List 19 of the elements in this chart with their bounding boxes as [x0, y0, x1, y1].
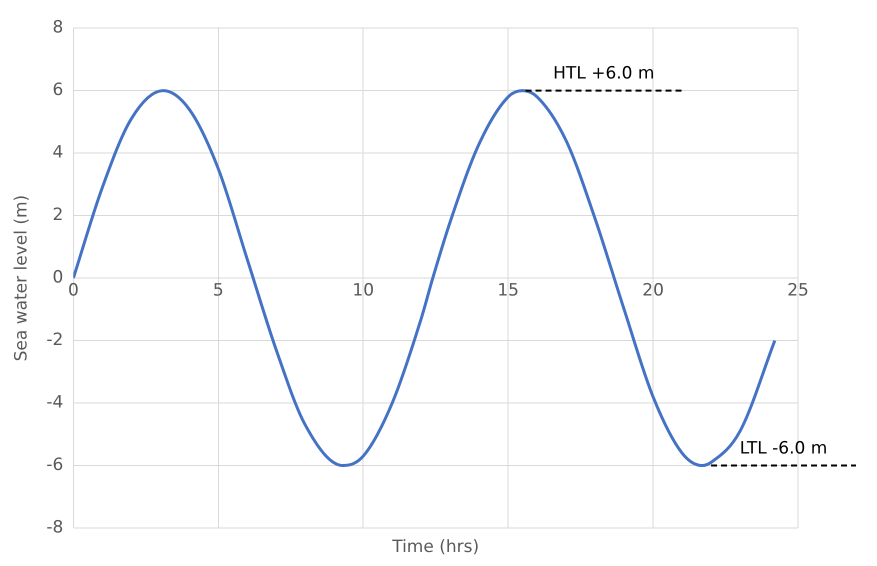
x-tick-label: 15 — [497, 280, 519, 301]
y-tick-label: -6 — [46, 454, 64, 475]
y-tick-label: 4 — [52, 142, 64, 163]
ref-line-label: HTL +6.0 m — [553, 64, 654, 84]
y-tick-label: 2 — [52, 205, 64, 226]
x-tick-label: 20 — [642, 280, 664, 301]
x-tick-label: 25 — [787, 280, 809, 301]
x-tick-label: 5 — [212, 280, 224, 301]
y-tick-label: -4 — [46, 392, 64, 412]
y-tick-label: 0 — [52, 268, 64, 288]
y-tick-label: 6 — [52, 80, 64, 100]
y-tick-label: 8 — [52, 18, 64, 38]
y-tick-label: -2 — [46, 330, 64, 350]
x-tick-label: 0 — [68, 280, 79, 301]
ref-line-label: LTL -6.0 m — [740, 438, 828, 458]
y-axis-title: Sea water level (m) — [12, 194, 32, 362]
x-axis-title: Time (hrs) — [391, 536, 480, 557]
x-tick-label: 10 — [352, 280, 374, 301]
y-tick-label: -8 — [46, 517, 64, 538]
